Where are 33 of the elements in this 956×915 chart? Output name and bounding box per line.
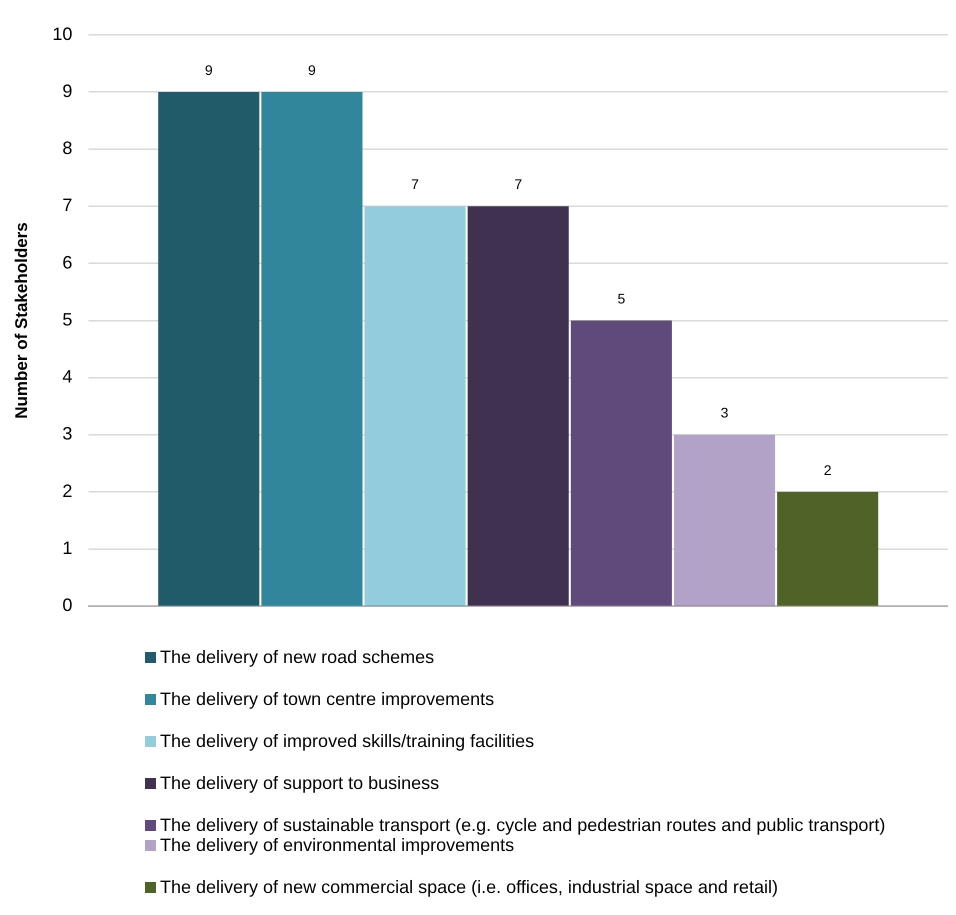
data-label: 5	[617, 290, 626, 306]
legend-label: The delivery of new road schemes	[160, 647, 434, 667]
legend-label: The delivery of town centre improvements	[160, 689, 494, 709]
bar	[261, 92, 362, 606]
data-label: 7	[411, 176, 420, 192]
y-tick-label: 2	[62, 480, 72, 501]
y-tick-label: 5	[62, 309, 72, 330]
legend-label: The delivery of sustainable transport (e.g. cycle and pedestrian routes and public transport)	[160, 815, 886, 835]
y-tick-label: 7	[62, 195, 72, 216]
y-tick-label: 6	[62, 252, 72, 272]
legend-label: The delivery of environmental improvements	[160, 835, 514, 855]
bar	[364, 206, 466, 606]
bar	[777, 492, 878, 606]
data-label: 7	[514, 176, 522, 192]
data-label: 9	[308, 62, 316, 78]
y-tick-label: 10	[52, 24, 72, 44]
bar	[674, 434, 776, 606]
data-label: 2	[824, 462, 832, 478]
bar	[570, 320, 672, 606]
y-tick-label: 1	[62, 538, 72, 558]
legend-label: The delivery of support to business	[160, 773, 440, 793]
legend-label: The delivery of new commercial space (i.e. offices, industrial space and retail)	[160, 877, 778, 897]
y-axis-title: Number of Stakeholders	[12, 222, 31, 419]
legend-label: The delivery of improved skills/training facilities	[160, 731, 534, 751]
bar	[158, 92, 260, 606]
bar	[468, 206, 569, 606]
y-tick-label: 0	[62, 595, 72, 616]
y-tick-label: 3	[62, 424, 72, 444]
data-label: 3	[720, 404, 729, 421]
data-label: 9	[204, 62, 213, 78]
y-tick-label: 8	[62, 138, 72, 158]
y-tick-label: 4	[62, 366, 72, 387]
y-tick-label: 9	[62, 80, 72, 101]
